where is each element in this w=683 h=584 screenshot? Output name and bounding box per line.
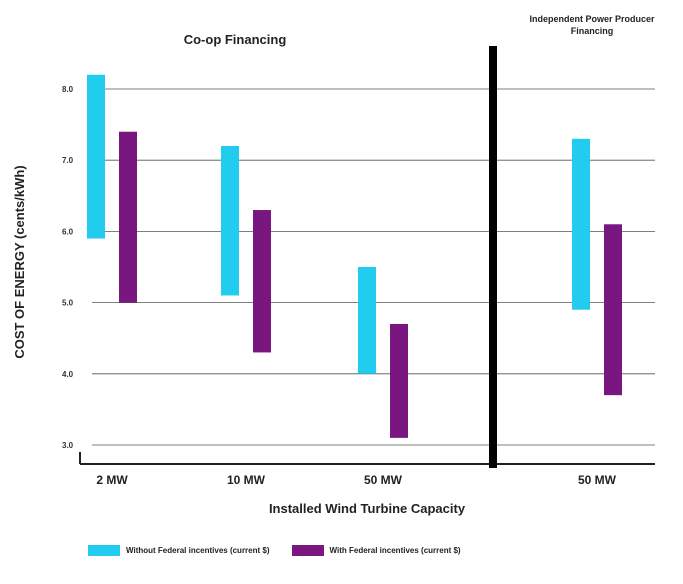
bar-without-3 — [572, 138, 590, 310]
x-tick-label: 50 MW — [578, 473, 617, 487]
y-tick-label: 5.0 — [62, 299, 74, 308]
legend-label-with: With Federal incentives (current $) — [329, 546, 461, 555]
bar-without-0 — [87, 74, 105, 239]
bar-without-1 — [221, 145, 239, 296]
y-tick-label: 8.0 — [62, 85, 74, 94]
bars — [87, 74, 622, 438]
bar-with-1 — [253, 210, 271, 353]
axes — [79, 46, 655, 468]
legend: Without Federal incentives (current $) W… — [88, 545, 483, 556]
legend-swatch-with — [291, 545, 324, 556]
y-tick-label: 6.0 — [62, 227, 74, 236]
bar-with-3 — [604, 224, 622, 396]
group-divider — [489, 46, 497, 468]
x-tick-label: 50 MW — [364, 473, 403, 487]
bar-with-0 — [119, 131, 137, 303]
legend-item-without: Without Federal incentives (current $) — [88, 545, 270, 556]
group-title-ipp: Independent Power Producer Financing — [529, 14, 655, 36]
legend-swatch-without — [88, 545, 120, 556]
group-title-coop: Co-op Financing — [184, 32, 287, 47]
bar-without-2 — [358, 267, 376, 374]
y-tick-label: 7.0 — [62, 156, 74, 165]
x-tick-label: 2 MW — [96, 473, 128, 487]
y-axis-title: COST OF ENERGY (cents/kWh) — [12, 165, 27, 358]
x-axis-title: Installed Wind Turbine Capacity — [269, 501, 466, 516]
bar-with-2 — [390, 323, 408, 438]
legend-label-without: Without Federal incentives (current $) — [126, 546, 270, 555]
y-tick-label: 4.0 — [62, 370, 74, 379]
x-tick-label: 10 MW — [227, 473, 266, 487]
legend-item-with: With Federal incentives (current $) — [291, 545, 461, 556]
labels: 8.0 7.0 6.0 5.0 4.0 3.0 2 MW 10 MW 50 MW 50 MW Co-… — [12, 14, 655, 516]
y-tick-label: 3.0 — [62, 441, 74, 450]
